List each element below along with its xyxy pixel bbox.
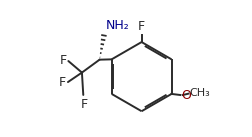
Text: F: F bbox=[60, 54, 67, 67]
Text: F: F bbox=[59, 76, 66, 89]
Text: O: O bbox=[181, 89, 191, 102]
Text: F: F bbox=[80, 98, 87, 111]
Text: CH₃: CH₃ bbox=[190, 88, 210, 98]
Text: NH₂: NH₂ bbox=[106, 19, 130, 32]
Text: F: F bbox=[138, 20, 145, 33]
